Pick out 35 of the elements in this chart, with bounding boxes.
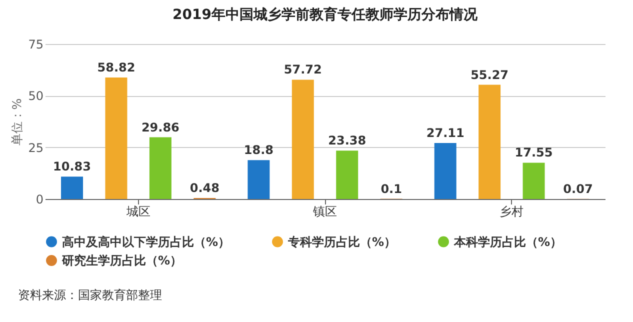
x-tick-label: 镇区: [312, 204, 337, 218]
data-label: 0.48: [190, 181, 220, 196]
bar: [478, 84, 501, 199]
data-label: 58.82: [97, 60, 136, 74]
legend-label: 本科学历占比（%）: [453, 234, 562, 249]
bar: [434, 142, 456, 199]
data-label: 55.27: [470, 68, 509, 82]
y-tick-label: 75: [28, 38, 44, 52]
x-tick-label: 乡村: [500, 204, 524, 218]
y-tick-label: 25: [28, 140, 44, 155]
bar: [522, 162, 545, 199]
bar: [336, 150, 358, 199]
chart-title: 2019年中国城乡学前教育专任教师学历分布情况: [172, 6, 478, 23]
bar: [149, 137, 172, 199]
bar: [292, 80, 314, 199]
data-label: 17.55: [514, 146, 553, 160]
legend-label: 高中及高中以下学历占比（%）: [62, 234, 230, 249]
bar: [61, 176, 84, 199]
data-label: 18.8: [244, 143, 274, 158]
legend-label: 研究生学历占比（%）: [61, 254, 182, 268]
y-axis-title: 单位：%: [10, 98, 24, 146]
text: 资料来源：国家教育部整理: [18, 287, 163, 304]
y-tick-label: 50: [28, 89, 44, 104]
data-label: 23.38: [328, 134, 366, 148]
x-tick-label: 城区: [125, 204, 150, 218]
legend-label: 专科学历占比（%）: [287, 234, 396, 249]
data-label: 57.72: [284, 62, 322, 77]
data-label: 27.11: [426, 126, 464, 140]
bar: [248, 160, 270, 199]
data-label: 29.86: [141, 120, 180, 134]
data-label: 10.83: [53, 160, 91, 174]
y-tick-label: 0: [36, 192, 44, 206]
data-label: 0.07: [563, 182, 593, 196]
bar: [105, 77, 128, 199]
data-label: 0.1: [380, 182, 402, 196]
